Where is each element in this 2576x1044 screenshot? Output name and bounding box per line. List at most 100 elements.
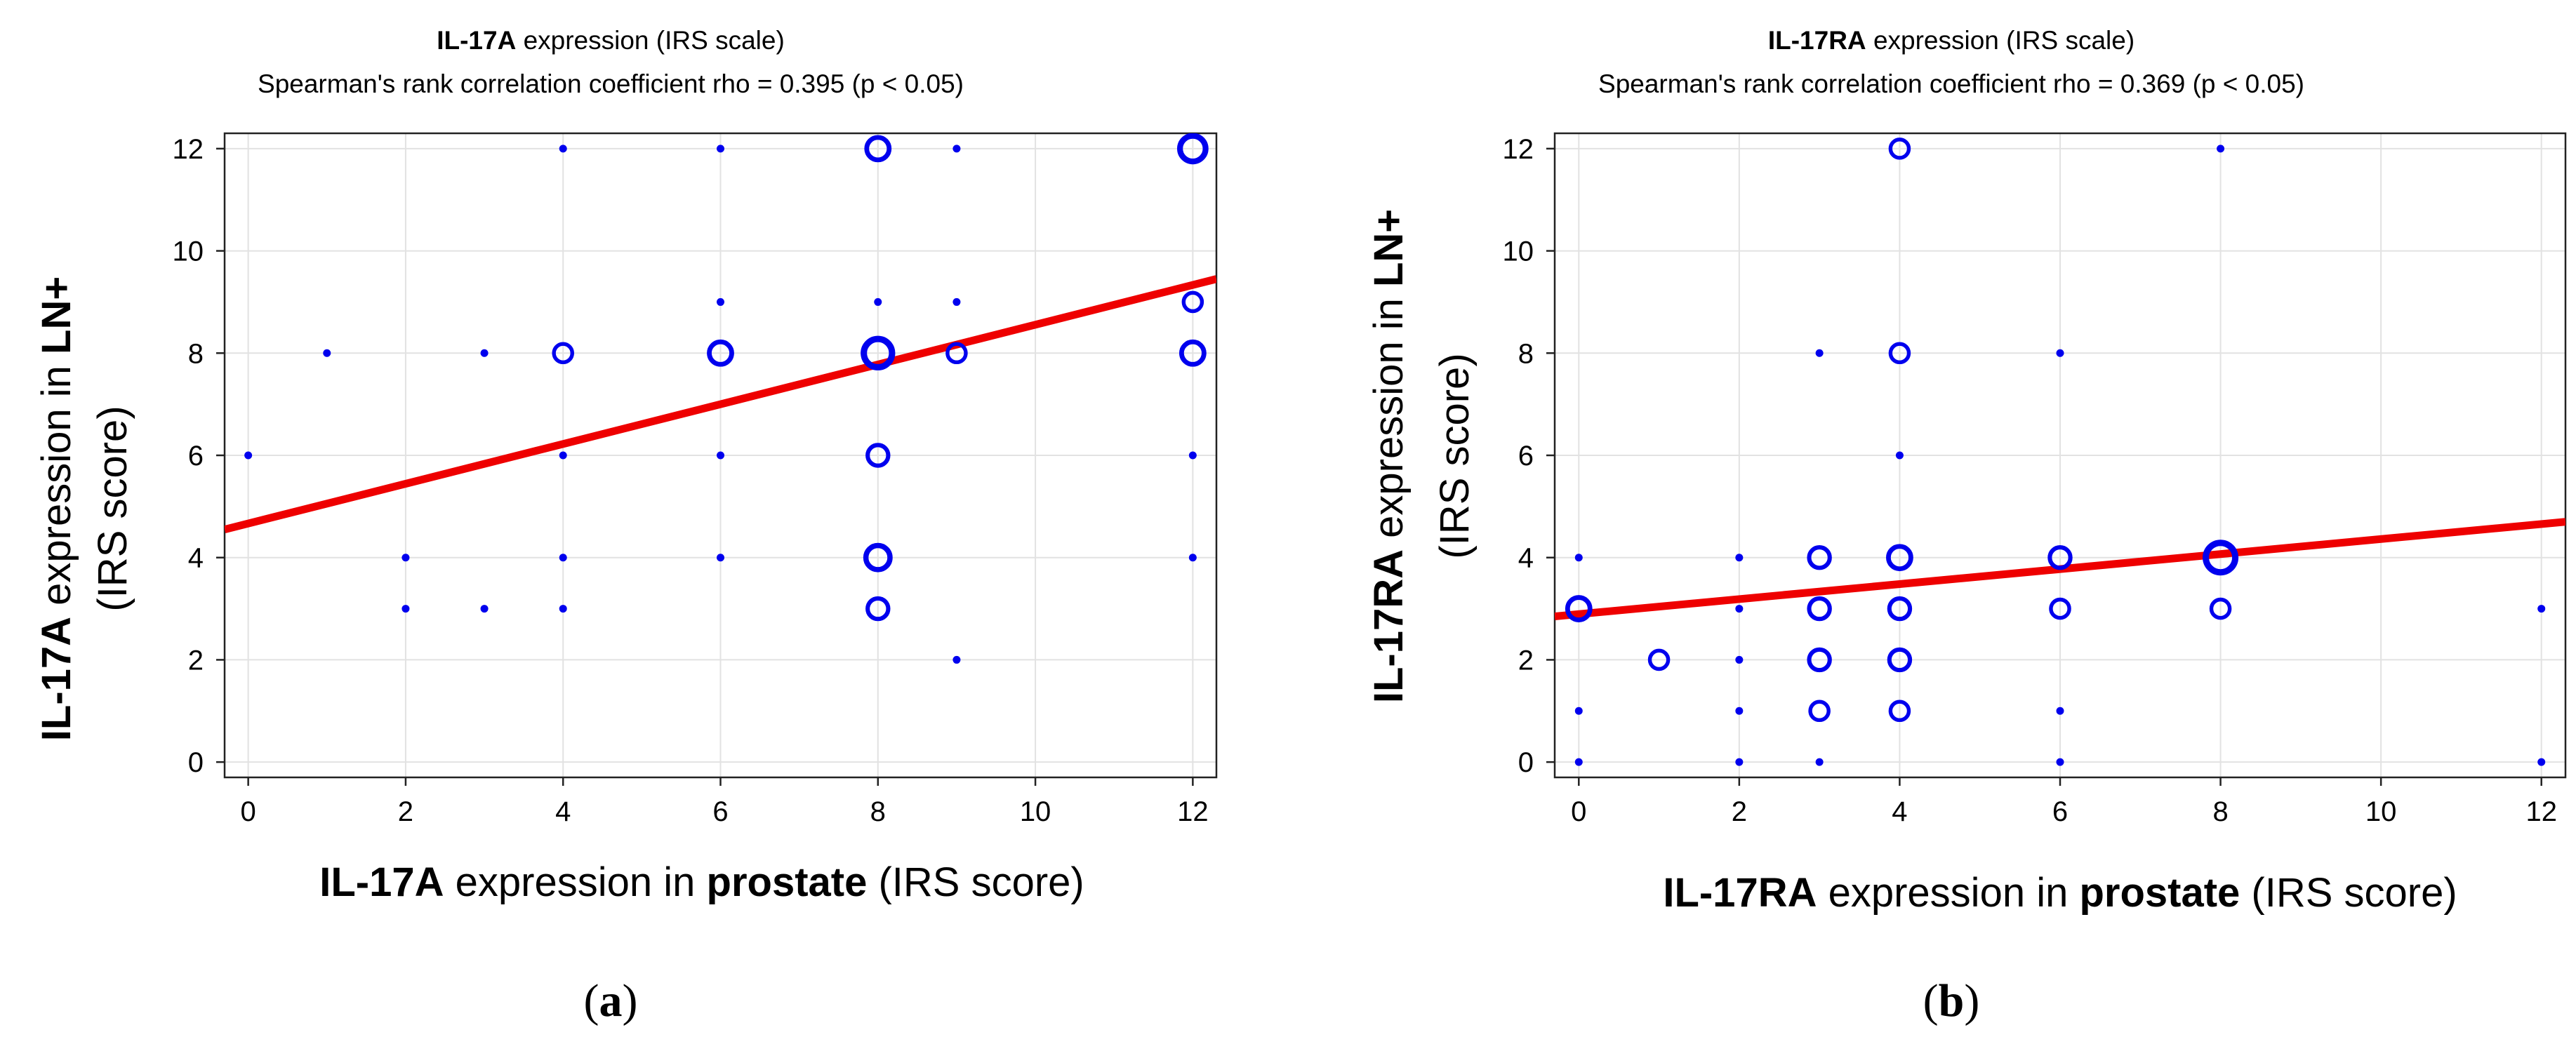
data-point — [1565, 595, 1593, 622]
data-point — [401, 605, 410, 613]
data-point — [952, 655, 961, 664]
x-tick-label: 12 — [1177, 796, 1209, 827]
regression-line — [225, 275, 1216, 533]
y-tick-label: 2 — [188, 645, 204, 676]
x-tick-label: 12 — [2525, 796, 2557, 827]
data-point — [1808, 700, 1831, 723]
data-point — [244, 451, 253, 460]
data-point — [1895, 451, 1904, 460]
data-point — [480, 349, 489, 357]
data-point — [2209, 597, 2232, 620]
chart-panel-a: IL-17A expression (IRS scale) Spearman's … — [34, 26, 1218, 1026]
data-point — [1887, 596, 1913, 622]
data-point — [952, 145, 961, 153]
data-layer — [1555, 138, 2565, 766]
y-axis-label-units: (IRS score) — [90, 406, 135, 611]
y-axis-label-units: (IRS score) — [1432, 353, 1478, 558]
data-point — [2217, 145, 2225, 153]
data-point — [480, 605, 489, 613]
chart-title: IL-17RA expression (IRS scale) — [1768, 26, 2135, 55]
data-point — [1807, 596, 1832, 622]
data-point — [874, 297, 882, 306]
data-point — [1735, 554, 1744, 562]
data-point — [1735, 605, 1744, 613]
x-tick-label: 8 — [870, 796, 886, 827]
data-point — [1181, 290, 1204, 314]
data-point — [1188, 554, 1197, 562]
data-point — [2056, 707, 2064, 715]
y-tick-label: 2 — [1518, 645, 1534, 676]
y-axis-label: IL-17A expression in LN+ — [34, 276, 79, 741]
data-point — [1815, 349, 1824, 357]
y-tick-label: 0 — [188, 747, 204, 778]
data-layer — [225, 133, 1216, 664]
x-axis-label: IL-17A expression in prostate (IRS score… — [319, 859, 1084, 905]
data-point — [2049, 597, 2071, 620]
data-point — [1574, 758, 1583, 766]
x-tick-label: 6 — [712, 796, 728, 827]
data-point — [1179, 339, 1207, 367]
data-point — [2537, 758, 2546, 766]
data-point — [1887, 647, 1913, 673]
y-tick-label: 8 — [1518, 338, 1534, 369]
x-tick-label: 10 — [1020, 796, 1051, 827]
x-tick-label: 0 — [241, 796, 256, 827]
data-point — [1888, 138, 1911, 160]
data-point — [552, 342, 574, 365]
y-tick-label: 4 — [1518, 543, 1534, 574]
x-tick-label: 0 — [1571, 796, 1586, 827]
data-point — [1574, 554, 1583, 562]
y-tick-label: 10 — [173, 236, 204, 267]
panel-label: (a) — [584, 975, 638, 1026]
data-point — [1177, 133, 1209, 165]
x-axis-label: IL-17RA expression in prostate (IRS scor… — [1663, 870, 2457, 916]
x-tick-label: 4 — [1892, 796, 1907, 827]
data-point — [2537, 605, 2546, 613]
x-tick-label: 8 — [2212, 796, 2228, 827]
chart-subtitle: Spearman's rank correlation coefficient … — [258, 69, 964, 98]
y-tick-label: 10 — [1503, 236, 1534, 267]
x-tick-label: 6 — [2052, 796, 2068, 827]
x-tick-label: 10 — [2365, 796, 2397, 827]
data-point — [1807, 647, 1832, 673]
data-point — [1735, 758, 1744, 766]
data-point — [1815, 758, 1824, 766]
y-tick-label: 4 — [188, 543, 204, 574]
data-point — [1735, 655, 1744, 664]
chart-title: IL-17A expression (IRS scale) — [437, 26, 785, 55]
data-point — [717, 451, 724, 460]
data-point — [401, 554, 410, 562]
chart-subtitle: Spearman's rank correlation coefficient … — [1598, 69, 2304, 98]
data-point — [2047, 545, 2073, 570]
data-point — [2056, 349, 2064, 357]
data-point — [1888, 342, 1911, 365]
y-tick-label: 6 — [188, 441, 204, 471]
y-tick-label: 6 — [1518, 441, 1534, 471]
y-tick-label: 12 — [1503, 134, 1534, 165]
data-point — [2056, 758, 2064, 766]
data-point — [864, 135, 892, 163]
y-tick-label: 12 — [173, 134, 204, 165]
data-point — [1647, 648, 1671, 671]
data-point — [952, 297, 961, 306]
data-point — [717, 145, 724, 153]
data-point — [1735, 707, 1744, 715]
data-point — [865, 596, 891, 622]
x-tick-label: 2 — [398, 796, 413, 827]
data-point — [945, 342, 968, 365]
data-point — [863, 542, 893, 573]
y-axis-label: IL-17RA expression in LN+ — [1366, 209, 1412, 703]
data-point — [1188, 451, 1197, 460]
data-point — [865, 443, 891, 468]
data-point — [1807, 545, 1832, 570]
data-point — [559, 605, 567, 613]
y-tick-label: 0 — [1518, 747, 1534, 778]
data-point — [559, 451, 567, 460]
data-point — [707, 339, 734, 367]
data-point — [559, 145, 567, 153]
data-point — [2203, 540, 2239, 576]
data-point — [1888, 700, 1911, 723]
data-point — [323, 349, 331, 357]
x-tick-label: 2 — [1732, 796, 1747, 827]
